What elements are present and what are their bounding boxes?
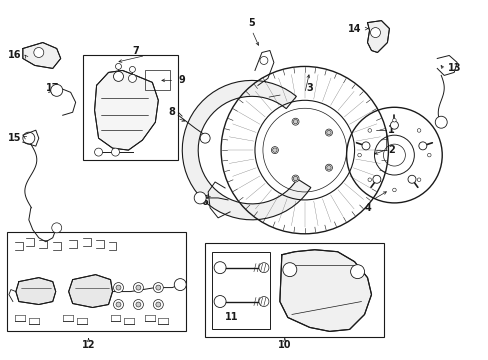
Polygon shape — [16, 278, 56, 305]
Text: 9: 9 — [179, 75, 185, 85]
Circle shape — [291, 175, 298, 182]
Circle shape — [272, 148, 277, 152]
Circle shape — [282, 263, 296, 276]
Text: 14: 14 — [347, 24, 361, 33]
Text: 3: 3 — [306, 84, 312, 93]
Polygon shape — [23, 42, 61, 68]
Bar — [82, 55, 178, 160]
Circle shape — [326, 166, 330, 170]
Circle shape — [357, 153, 361, 157]
Circle shape — [153, 300, 163, 310]
Circle shape — [113, 71, 123, 81]
Circle shape — [418, 142, 426, 150]
Circle shape — [156, 302, 161, 307]
Text: 11: 11 — [225, 312, 238, 323]
Circle shape — [194, 192, 206, 204]
Circle shape — [259, 263, 268, 273]
Circle shape — [260, 57, 267, 64]
Circle shape — [174, 279, 186, 291]
Text: 17: 17 — [46, 84, 60, 93]
Text: 6: 6 — [202, 197, 208, 207]
Circle shape — [416, 178, 420, 181]
Text: 15: 15 — [8, 133, 21, 143]
Circle shape — [350, 265, 364, 279]
Polygon shape — [367, 21, 388, 53]
Bar — [7, 232, 186, 332]
Circle shape — [51, 84, 62, 96]
Circle shape — [129, 67, 135, 72]
Text: 4: 4 — [364, 203, 370, 213]
Polygon shape — [94, 71, 158, 150]
Circle shape — [372, 175, 380, 183]
Circle shape — [214, 262, 225, 274]
Circle shape — [200, 133, 210, 143]
Bar — [212, 252, 269, 329]
Text: 16: 16 — [8, 50, 21, 60]
Circle shape — [113, 300, 123, 310]
Circle shape — [392, 188, 395, 192]
Circle shape — [156, 285, 161, 290]
Circle shape — [291, 118, 298, 125]
Circle shape — [128, 75, 136, 82]
Text: 10: 10 — [278, 340, 291, 350]
Circle shape — [370, 28, 380, 37]
Circle shape — [116, 285, 121, 290]
Polygon shape — [182, 80, 310, 220]
Text: 2: 2 — [387, 145, 394, 155]
Circle shape — [325, 129, 332, 136]
Text: 1: 1 — [387, 125, 394, 135]
Circle shape — [434, 116, 447, 128]
Polygon shape — [68, 275, 112, 307]
Circle shape — [293, 176, 297, 181]
Circle shape — [392, 118, 395, 122]
Circle shape — [361, 142, 369, 150]
Circle shape — [407, 175, 415, 183]
Circle shape — [367, 129, 371, 132]
Circle shape — [34, 48, 44, 58]
Circle shape — [367, 178, 371, 181]
Circle shape — [115, 63, 121, 69]
Circle shape — [427, 153, 430, 157]
Circle shape — [116, 302, 121, 307]
Circle shape — [133, 283, 143, 293]
Bar — [205, 243, 384, 337]
Circle shape — [111, 148, 119, 156]
Bar — [145, 71, 170, 90]
Circle shape — [325, 164, 332, 171]
Circle shape — [271, 147, 278, 154]
Text: 7: 7 — [132, 45, 139, 55]
Circle shape — [136, 285, 141, 290]
Text: 13: 13 — [447, 63, 460, 73]
Circle shape — [113, 283, 123, 293]
Circle shape — [133, 300, 143, 310]
Circle shape — [153, 283, 163, 293]
Circle shape — [52, 223, 61, 233]
Text: 8: 8 — [168, 107, 175, 117]
Circle shape — [94, 148, 102, 156]
Polygon shape — [279, 250, 371, 332]
Text: 5: 5 — [248, 18, 255, 28]
Circle shape — [389, 121, 398, 129]
Circle shape — [136, 302, 141, 307]
Circle shape — [293, 120, 297, 124]
Circle shape — [416, 129, 420, 132]
Circle shape — [326, 130, 330, 135]
Circle shape — [259, 297, 268, 306]
Text: 12: 12 — [81, 340, 95, 350]
Circle shape — [214, 296, 225, 307]
